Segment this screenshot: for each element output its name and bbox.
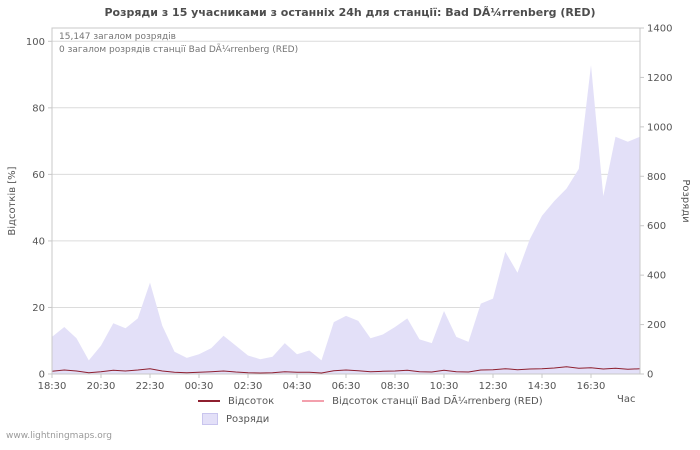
x-tick-label: 02:30 (234, 381, 263, 392)
right-tick-label: 1400 (647, 24, 672, 35)
left-tick-label: 40 (32, 236, 45, 247)
strikes-area-series (52, 65, 640, 374)
x-tick-label: 18:30 (38, 381, 67, 392)
percent-line-series (51, 366, 641, 374)
x-tick-label: 12:30 (479, 381, 508, 392)
legend-row-area: Розряди (198, 410, 571, 428)
right-tick-label: 800 (647, 172, 666, 183)
station-line-swatch (302, 400, 325, 402)
strikes-area-swatch (202, 413, 218, 425)
right-tick-label: 1000 (647, 122, 672, 133)
legend-row-lines: Відсоток Відсоток станції Bad DÃ¼rrenber… (198, 392, 571, 410)
right-tick-label: 600 (647, 221, 666, 232)
right-tick-label: 0 (647, 370, 653, 381)
legend-item-station-percent: Відсоток станції Bad DÃ¼rrenberg (RED) (302, 395, 543, 407)
x-tick-label: 06:30 (332, 381, 361, 392)
left-tick-label: 0 (39, 370, 45, 381)
left-tick-label: 100 (26, 37, 45, 48)
station-total-annotation: 0 загалом розрядів станції Bad DÃ¼rrenbe… (59, 45, 299, 55)
left-axis-title: Відсотків [%] (7, 166, 18, 236)
x-tick-label: 14:30 (528, 381, 557, 392)
x-tick-label: 20:30 (87, 381, 116, 392)
right-tick-label: 1200 (647, 73, 672, 84)
chart-legend: Відсоток Відсоток станції Bad DÃ¼rrenber… (198, 392, 571, 428)
x-tick-label: 16:30 (577, 381, 606, 392)
legend-station-label: Відсоток станції Bad DÃ¼rrenberg (RED) (332, 395, 543, 407)
chart-annotations: 15,147 загалом розрядів 0 загалом розряд… (59, 31, 298, 57)
legend-item-percent: Відсоток (198, 396, 274, 407)
legend-item-strikes: Розряди (198, 413, 269, 425)
x-tick-label: 22:30 (136, 381, 165, 392)
right-tick-label: 200 (647, 320, 666, 331)
legend-percent-label: Відсоток (228, 395, 275, 407)
right-tick-label: 400 (647, 271, 666, 282)
x-tick-label: 04:30 (283, 381, 312, 392)
watermark: www.lightningmaps.org (6, 431, 112, 441)
legend-strikes-label: Розряди (226, 413, 270, 425)
x-tick-label: 08:30 (381, 381, 410, 392)
x-tick-label: 00:30 (185, 381, 214, 392)
chart-title: Розряди з 15 учасниками з останніх 24h д… (104, 6, 596, 19)
right-axis-title: Розряди (680, 179, 691, 223)
left-tick-label: 60 (32, 170, 45, 181)
x-axis-title: Час (617, 394, 636, 405)
x-tick-label: 10:30 (430, 381, 459, 392)
percent-line-swatch (198, 400, 220, 402)
total-strikes-annotation: 15,147 загалом розрядів (59, 32, 176, 42)
left-tick-label: 20 (32, 303, 45, 314)
left-tick-label: 80 (32, 103, 45, 114)
